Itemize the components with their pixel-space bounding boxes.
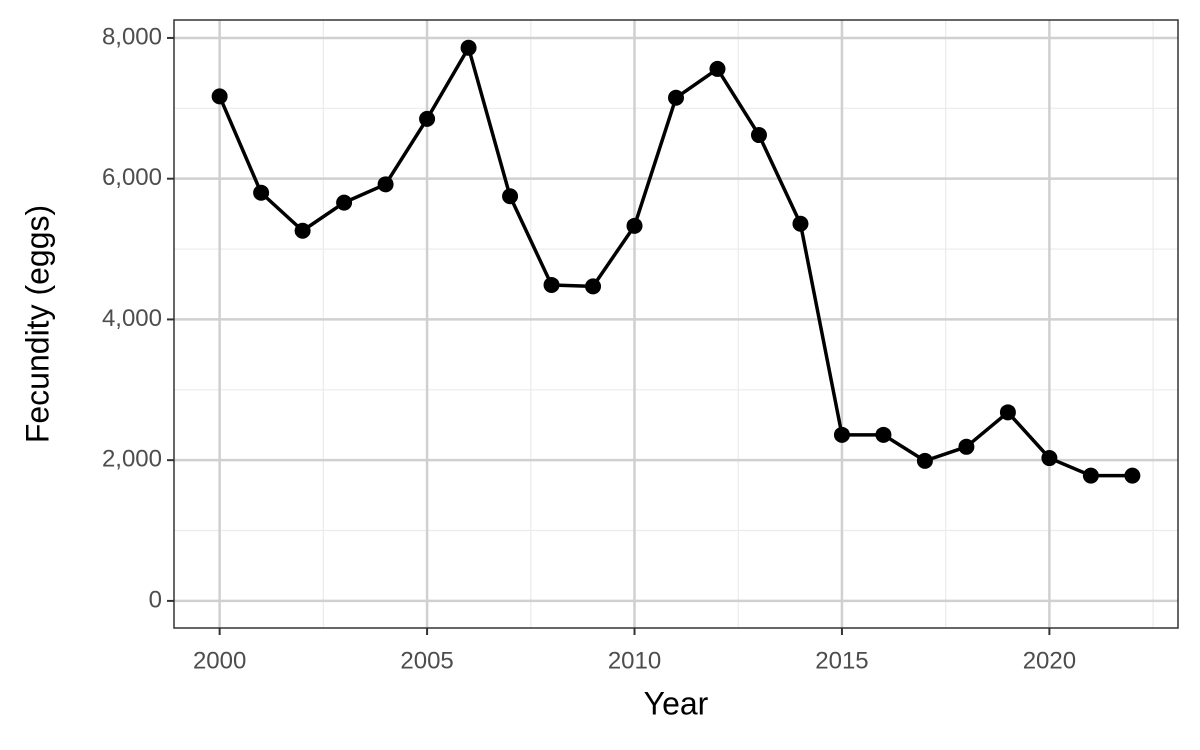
data-point [668,89,684,106]
data-point [833,426,850,443]
data-point [502,188,519,205]
x-tick-label: 2010 [608,647,661,674]
data-point [419,110,436,127]
data-point [750,127,767,144]
x-tick-label: 2005 [400,647,453,674]
y-tick-label: 4,000 [102,305,162,332]
data-line [218,46,1133,478]
data-point [377,176,394,193]
data-point [1041,450,1058,467]
y-tick-label: 0 [149,586,162,613]
data-point [1082,467,1099,484]
data-point [211,88,228,105]
data-point [253,184,270,201]
y-tick-label: 8,000 [102,23,162,50]
data-point [294,222,311,239]
data-point [709,60,726,77]
data-point [999,404,1016,421]
x-tick-label: 2000 [193,647,246,674]
x-tick-label: 2020 [1023,647,1076,674]
x-tick-label: 2015 [815,647,868,674]
y-tick-label: 2,000 [102,446,162,473]
data-point [916,452,933,469]
y-tick-label: 6,000 [102,164,162,191]
data-point [543,276,560,293]
data-point [626,217,643,234]
plot-border [173,19,1179,629]
data-point [460,39,477,56]
data-point [792,215,809,232]
y-axis-title: Fecundity (eggs) [19,205,55,443]
data-point [336,194,353,211]
x-axis-title: Year [644,685,709,721]
data-point [1124,467,1141,484]
data-point [875,426,892,443]
data-point [958,438,975,455]
data-point [585,278,602,295]
